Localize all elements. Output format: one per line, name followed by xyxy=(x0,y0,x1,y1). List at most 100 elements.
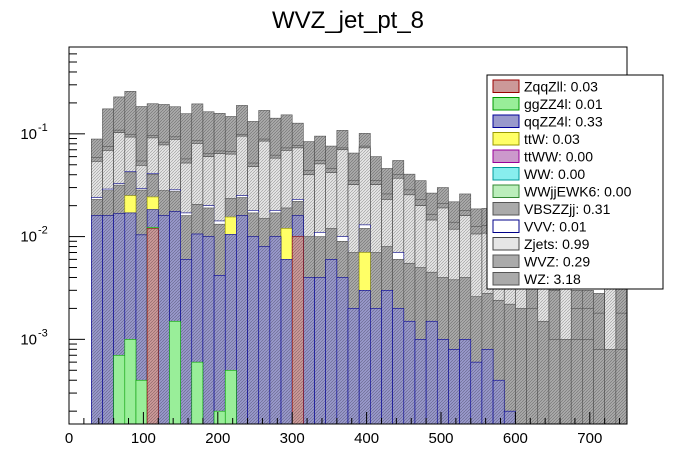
legend-label-zqqzll: ZqqZll: 0.03 xyxy=(524,79,598,95)
bar-hatch-qqzz4l-bin-12 xyxy=(202,236,215,424)
bar-hatch-qqzz4l-bin-11 xyxy=(191,233,203,424)
bar-hatch-qqzz4l-bin-5 xyxy=(124,212,136,424)
legend-swatch-zqqzll xyxy=(492,79,520,93)
bar-hatch-qqzz4l-bin-18 xyxy=(269,236,282,424)
bar-hatch-vbszzjj-bin-46 xyxy=(582,339,594,424)
bar-hatch-qqzz4l-bin-15 xyxy=(236,215,248,424)
legend-swatch-wvz xyxy=(492,254,520,268)
x-tick-label: 100 xyxy=(131,430,156,447)
bar-hatch-qqzz4l-bin-24 xyxy=(336,277,348,424)
bar-hatch-zqqzll-bin-20 xyxy=(292,236,304,424)
bar-hatch-qqzz4l-bin-37 xyxy=(481,349,494,424)
legend-label-wz: WZ: 3.18 xyxy=(524,271,581,287)
bar-hatch-qqzz4l-bin-13 xyxy=(214,275,226,424)
legend-label-vvv: VVV: 0.01 xyxy=(524,219,587,235)
stacked-bars xyxy=(91,91,628,425)
legend-swatch-vbszzjj xyxy=(492,202,520,216)
legend-label-qqzz4l: qqZZ4l: 0.33 xyxy=(524,114,603,130)
bar-hatch-qqzz4l-bin-10 xyxy=(180,259,192,424)
bar-ggzz4l-bin-6 xyxy=(135,379,148,425)
bar-ggzz4l-bin-11 xyxy=(191,361,204,425)
x-tick-label: 700 xyxy=(577,430,602,447)
bar-hatch-vbszzjj-bin-43 xyxy=(548,339,561,424)
bar-hatch-vbszzjj-bin-44 xyxy=(560,339,572,424)
bar-hatch-vbszzjj-bin-42 xyxy=(537,321,549,424)
bar-hatch-qqzz4l-bin-39 xyxy=(504,411,516,424)
bar-hatch-qqzz4l-bin-31 xyxy=(414,339,427,424)
bar-hatch-vbszzjj-bin-41 xyxy=(526,308,538,424)
legend-swatch-ggzz4l xyxy=(492,97,520,111)
bar-hatch-vbszzjj-bin-47 xyxy=(593,349,605,424)
bar-hatch-qqzz4l-bin-21 xyxy=(303,277,315,424)
bar-ggzz4l-bin-5 xyxy=(124,339,137,425)
y-tick-label: 10 xyxy=(20,331,37,348)
bar-hatch-qqzz4l-bin-14 xyxy=(225,234,237,424)
legend-swatch-wz xyxy=(492,272,520,286)
bar-hatch-qqzz4l-bin-28 xyxy=(381,290,393,424)
bar-hatch-qqzz4l-bin-27 xyxy=(370,308,382,424)
legend-label-ttww: ttWW: 0.00 xyxy=(524,149,593,165)
bar-hatch-qqzz4l-bin-26 xyxy=(359,290,371,424)
bar-ggzz4l-bin-14 xyxy=(224,369,237,425)
legend-swatch-ttww xyxy=(492,149,520,163)
legend-label-wvz: WVZ: 0.29 xyxy=(524,254,590,270)
bar-hatch-vbszzjj-bin-36 xyxy=(470,296,482,424)
bar-hatch-vbszzjj-bin-40 xyxy=(515,308,527,424)
bar-hatch-qqzz4l-bin-22 xyxy=(314,277,326,424)
y-tick-exponent: -3 xyxy=(38,327,48,339)
legend-label-vbszzjj: VBSZZjj: 0.31 xyxy=(524,201,611,217)
legend-swatch-zjets xyxy=(492,237,520,251)
bar-ggzz4l-bin-9 xyxy=(169,320,181,425)
x-tick-label: 200 xyxy=(205,430,230,447)
bar-hatch-qqzz4l-bin-34 xyxy=(448,349,460,424)
bar-hatch-qqzz4l-bin-38 xyxy=(493,380,505,424)
legend-label-ww: WW: 0.00 xyxy=(524,166,585,182)
legend-label-zjets: Zjets: 0.99 xyxy=(524,236,590,252)
bar-hatch-vbszzjj-bin-49 xyxy=(615,349,627,424)
legend-label-ggzz4l: ggZZ4l: 0.01 xyxy=(524,96,603,112)
bar-hatch-qqzz4l-bin-6 xyxy=(135,234,148,424)
y-tick-label: 10 xyxy=(20,126,37,143)
bar-hatch-qqzz4l-bin-19 xyxy=(281,259,293,424)
x-tick-label: 400 xyxy=(354,430,379,447)
legend-swatch-ttw xyxy=(492,132,520,146)
legend-label-ttw: ttW: 0.03 xyxy=(524,131,580,147)
bar-hatch-qqzz4l-bin-3 xyxy=(102,215,114,424)
bar-hatch-qqzz4l-bin-30 xyxy=(403,321,415,424)
bar-hatch-qqzz4l-bin-4 xyxy=(113,213,125,424)
x-tick-label: 500 xyxy=(428,430,453,447)
bar-hatch-qqzz4l-bin-25 xyxy=(348,308,360,424)
x-tick-label: 0 xyxy=(65,430,73,447)
bar-hatch-qqzz4l-bin-17 xyxy=(258,246,270,424)
legend-box xyxy=(486,74,664,290)
legend-swatch-ww xyxy=(492,167,520,181)
bar-hatch-zqqzll-bin-7 xyxy=(147,228,159,424)
bar-hatch-qqzz4l-bin-32 xyxy=(426,321,438,424)
bar-hatch-vbszzjj-bin-39 xyxy=(504,304,516,424)
y-tick-exponent: -2 xyxy=(38,225,48,237)
y-tick-label: 10 xyxy=(20,229,37,246)
legend-swatch-wwjjewk6 xyxy=(492,184,520,198)
legend-swatch-vvv xyxy=(492,219,520,233)
bar-hatch-qqzz4l-bin-16 xyxy=(247,236,259,424)
bar-hatch-qqzz4l-bin-8 xyxy=(158,215,170,424)
y-tick-exponent: -1 xyxy=(38,122,48,134)
chart-title: WVZ_jet_pt_8 xyxy=(272,7,424,34)
legend-label-wwjjewk6: WWjjEWK6: 0.00 xyxy=(524,184,632,200)
bar-hatch-qqzz4l-bin-33 xyxy=(437,339,449,424)
bar-hatch-qqzz4l-bin-9 xyxy=(169,211,181,424)
bar-ggzz4l-bin-13 xyxy=(213,410,226,425)
bar-hatch-vbszzjj-bin-48 xyxy=(604,349,616,424)
bar-hatch-qqzz4l-bin-2 xyxy=(91,215,103,424)
x-tick-label: 600 xyxy=(503,430,528,447)
bar-hatch-qqzz4l-bin-23 xyxy=(325,259,337,424)
bar-hatch-vbszzjj-bin-38 xyxy=(493,300,505,424)
bar-hatch-qqzz4l-bin-29 xyxy=(392,308,404,424)
bar-hatch-qqzz4l-bin-35 xyxy=(459,339,471,424)
x-tick-label: 300 xyxy=(280,430,305,447)
bar-ggzz4l-bin-4 xyxy=(113,354,126,425)
bar-hatch-vbszzjj-bin-45 xyxy=(571,339,583,424)
